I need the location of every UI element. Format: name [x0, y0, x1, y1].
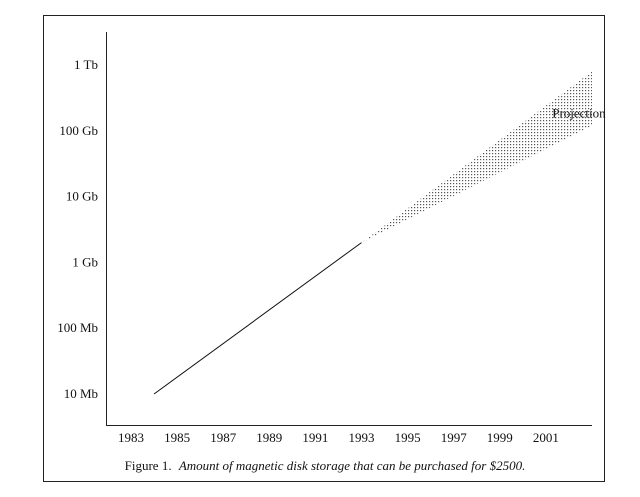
x-tick-label: 1991	[302, 430, 328, 445]
x-tick-label: 1987	[210, 430, 237, 445]
caption-text: Amount of magnetic disk storage that can…	[178, 458, 526, 473]
y-tick-label: 100 Gb	[59, 123, 98, 138]
x-tick-label: 1983	[118, 430, 144, 445]
series-line	[153, 242, 362, 395]
y-tick-label: 1 Tb	[74, 57, 98, 72]
figure-caption: Figure 1. Amount of magnetic disk storag…	[125, 458, 526, 473]
y-tick-label: 10 Gb	[66, 189, 98, 204]
caption-prefix: Figure 1.	[125, 458, 172, 473]
x-tick-label: 2001	[533, 430, 559, 445]
projection-label: Projection	[552, 105, 606, 120]
x-tick-label: 1999	[487, 430, 513, 445]
x-tick-label: 1993	[349, 430, 375, 445]
x-tick-label: 1985	[164, 430, 190, 445]
projection-region	[361, 71, 592, 243]
x-tick-label: 1995	[395, 430, 421, 445]
x-tick-label: 1989	[256, 430, 282, 445]
y-tick-label: 10 Mb	[64, 386, 98, 401]
x-tick-label: 1997	[441, 430, 468, 445]
y-tick-label: 1 Gb	[72, 254, 98, 269]
figure-frame	[43, 15, 605, 482]
y-tick-label: 100 Mb	[57, 320, 98, 335]
